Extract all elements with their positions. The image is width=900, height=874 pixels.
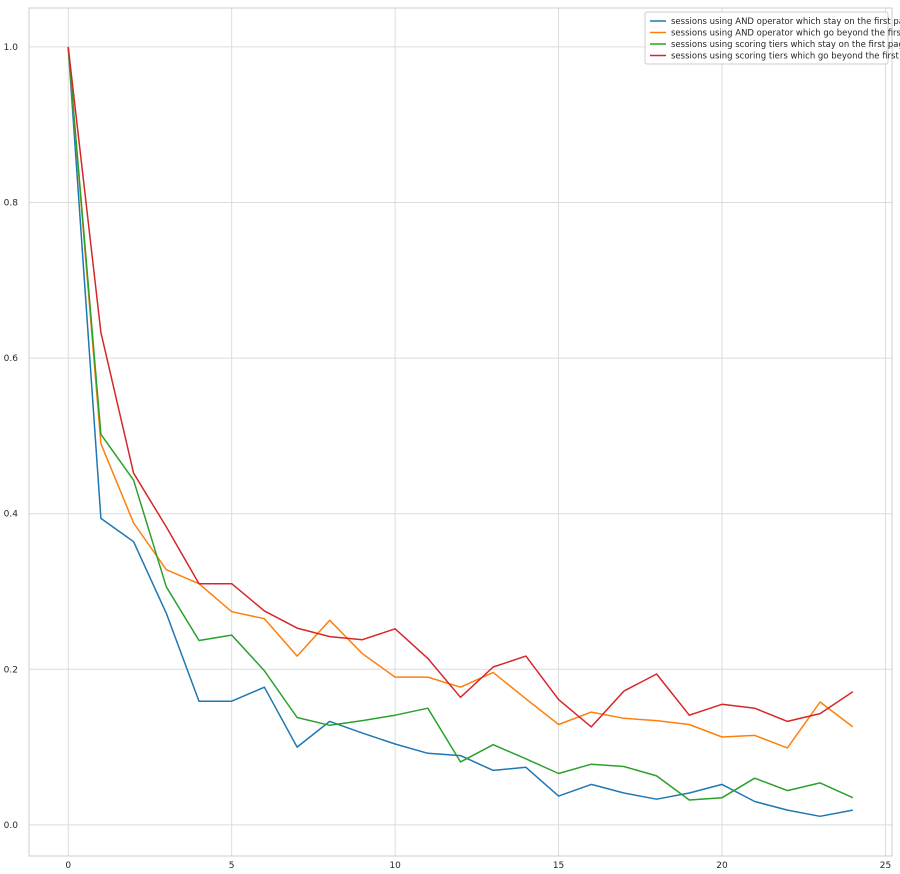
legend-entry-label: sessions using scoring tiers which stay … [671, 40, 900, 50]
series-line-2 [67, 46, 854, 749]
legend-entry-label: sessions using AND operator which go bey… [671, 29, 900, 39]
x-tick-label: 15 [553, 861, 564, 871]
series-line-4 [67, 46, 854, 728]
y-tick-label: 1.0 [4, 43, 19, 53]
plot-frame [28, 7, 893, 857]
y-tick-label: 0.0 [4, 821, 19, 831]
legend-box [644, 11, 889, 65]
x-tick-label: 5 [229, 861, 235, 871]
x-axis-ticks: 0 5 10 15 20 25 [65, 861, 891, 871]
y-axis-ticks: 0.0 0.2 0.4 0.6 0.8 1.0 [4, 43, 19, 831]
x-tick-label: 0 [65, 861, 71, 871]
y-tick-label: 0.6 [4, 354, 19, 364]
series-line-1 [67, 46, 853, 818]
x-tick-label: 20 [716, 861, 728, 871]
series-line-3 [67, 46, 854, 801]
grid [29, 8, 892, 856]
y-tick-label: 0.2 [4, 665, 18, 675]
legend-entry-label: sessions using scoring tiers which go be… [671, 52, 900, 62]
y-tick-label: 0.4 [4, 510, 19, 520]
legend: sessions using AND operator which stay o… [644, 11, 900, 65]
legend-entry-label: sessions using AND operator which stay o… [671, 17, 900, 27]
x-tick-label: 25 [880, 861, 891, 871]
series-lines [67, 46, 854, 818]
plot-border [28, 7, 893, 857]
x-tick-label: 10 [389, 861, 401, 871]
y-tick-label: 0.8 [4, 198, 19, 208]
